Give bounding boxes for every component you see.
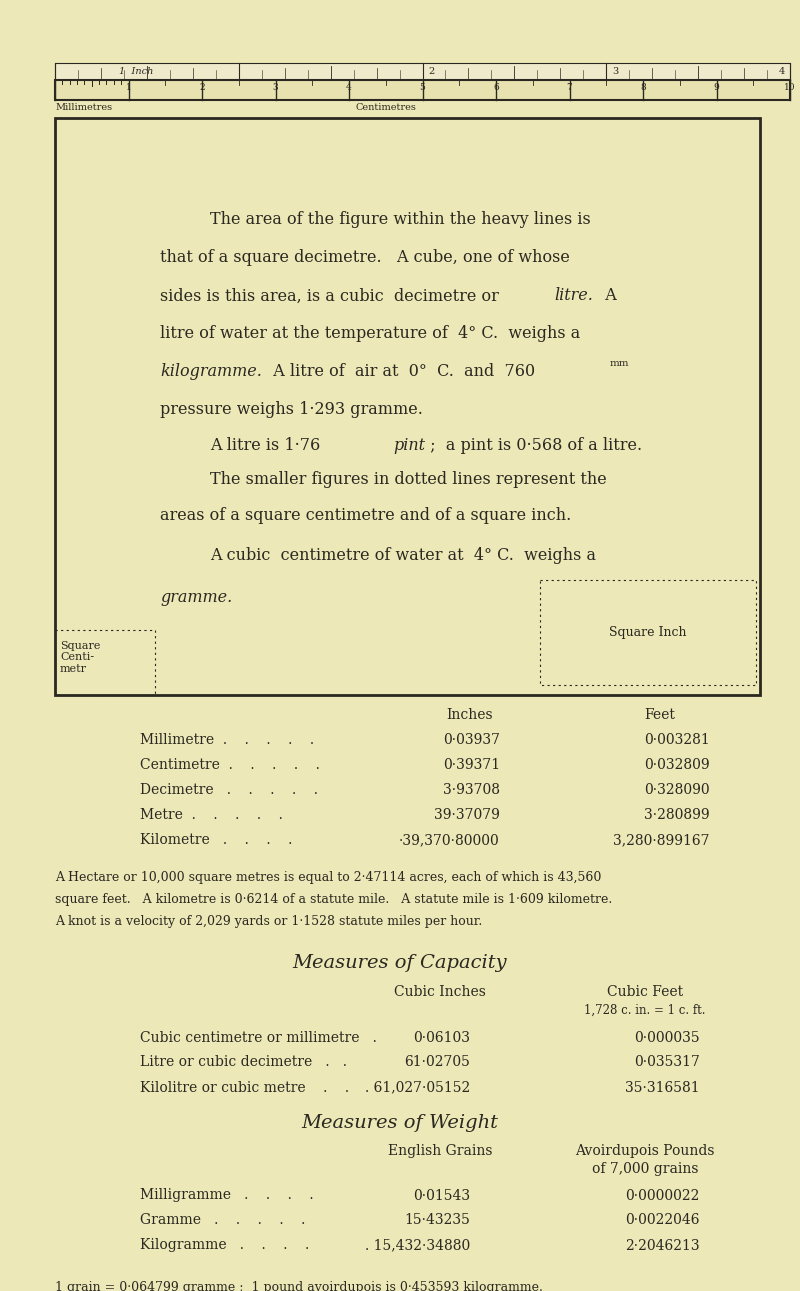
Text: litre.: litre. bbox=[554, 288, 593, 305]
Text: 1 grain = 0·064799 gramme ;  1 pound avoirdupois is 0·453593 kilogramme.: 1 grain = 0·064799 gramme ; 1 pound avoi… bbox=[55, 1282, 543, 1291]
Text: 1,728 c. in. = 1 c. ft.: 1,728 c. in. = 1 c. ft. bbox=[584, 1004, 706, 1017]
Text: 0·003281: 0·003281 bbox=[644, 733, 710, 747]
Text: 0·0022046: 0·0022046 bbox=[626, 1214, 700, 1228]
Text: A Hectare or 10,000 square metres is equal to 2·47114 acres, each of which is 43: A Hectare or 10,000 square metres is equ… bbox=[55, 871, 602, 884]
Text: Square
Centi-
metr: Square Centi- metr bbox=[60, 640, 100, 674]
Text: 1  Inch: 1 Inch bbox=[119, 67, 154, 76]
Bar bbox=[55, 630, 155, 695]
Bar bbox=[55, 80, 790, 99]
Text: ·39,370·80000: ·39,370·80000 bbox=[399, 833, 500, 847]
Text: Measures of Capacity: Measures of Capacity bbox=[293, 954, 507, 972]
Text: 0·39371: 0·39371 bbox=[443, 758, 500, 772]
Bar bbox=[540, 580, 756, 686]
Bar bbox=[55, 117, 760, 695]
Bar bbox=[55, 63, 790, 80]
Text: 6: 6 bbox=[493, 83, 499, 92]
Text: 0·0000022: 0·0000022 bbox=[626, 1189, 700, 1202]
Text: Decimetre   .    .    .    .    .: Decimetre . . . . . bbox=[140, 784, 318, 797]
Text: areas of a square centimetre and of a square inch.: areas of a square centimetre and of a sq… bbox=[160, 506, 571, 523]
Text: sides is this area, is a cubic  decimetre or: sides is this area, is a cubic decimetre… bbox=[160, 288, 504, 305]
Text: Centimetre  .    .    .    .    .: Centimetre . . . . . bbox=[140, 758, 320, 772]
Text: 0·03937: 0·03937 bbox=[443, 733, 500, 747]
Text: The smaller figures in dotted lines represent the: The smaller figures in dotted lines repr… bbox=[210, 471, 606, 488]
Text: Measures of Weight: Measures of Weight bbox=[302, 1114, 498, 1131]
Text: litre of water at the temperature of  4° C.  weighs a: litre of water at the temperature of 4° … bbox=[160, 325, 580, 342]
Text: Kilolitre or cubic metre    .    .: Kilolitre or cubic metre . . bbox=[140, 1081, 349, 1095]
Text: A: A bbox=[595, 288, 617, 305]
Text: Feet: Feet bbox=[645, 707, 675, 722]
Text: 9: 9 bbox=[714, 83, 719, 92]
Text: 1: 1 bbox=[126, 83, 131, 92]
Text: Millimetre  .    .    .    .    .: Millimetre . . . . . bbox=[140, 733, 314, 747]
Text: Metre  .    .    .    .    .: Metre . . . . . bbox=[140, 808, 283, 822]
Text: 3·280899: 3·280899 bbox=[644, 808, 710, 822]
Text: Square Inch: Square Inch bbox=[610, 626, 686, 639]
Text: 0·032809: 0·032809 bbox=[644, 758, 710, 772]
Text: 2·2046213: 2·2046213 bbox=[626, 1238, 700, 1252]
Text: 15·43235: 15·43235 bbox=[404, 1214, 470, 1228]
Text: 0·035317: 0·035317 bbox=[634, 1056, 700, 1069]
Text: kilogramme.: kilogramme. bbox=[160, 364, 262, 381]
Text: Avoirdupois Pounds: Avoirdupois Pounds bbox=[575, 1144, 714, 1158]
Text: 0·06103: 0·06103 bbox=[413, 1030, 470, 1044]
Text: A knot is a velocity of 2,029 yards or 1·1528 statute miles per hour.: A knot is a velocity of 2,029 yards or 1… bbox=[55, 915, 482, 928]
Text: pressure weighs 1·293 gramme.: pressure weighs 1·293 gramme. bbox=[160, 402, 423, 418]
Text: The area of the figure within the heavy lines is: The area of the figure within the heavy … bbox=[210, 212, 590, 229]
Text: 4: 4 bbox=[346, 83, 352, 92]
Text: 2: 2 bbox=[428, 67, 434, 76]
Text: Centimetres: Centimetres bbox=[355, 103, 416, 112]
Text: . 61,027·05152: . 61,027·05152 bbox=[365, 1081, 470, 1095]
Text: A litre of  air at  0°  C.  and  760: A litre of air at 0° C. and 760 bbox=[263, 364, 535, 381]
Text: English Grains: English Grains bbox=[388, 1144, 492, 1158]
Text: 3: 3 bbox=[612, 67, 618, 76]
Text: mm: mm bbox=[610, 359, 630, 368]
Text: gramme.: gramme. bbox=[160, 589, 232, 605]
Text: 5: 5 bbox=[419, 83, 426, 92]
Text: 3·93708: 3·93708 bbox=[443, 784, 500, 797]
Text: Gramme   .    .    .    .    .: Gramme . . . . . bbox=[140, 1214, 306, 1228]
Text: Inches: Inches bbox=[446, 707, 494, 722]
Text: 0·01543: 0·01543 bbox=[413, 1189, 470, 1202]
Text: 0·328090: 0·328090 bbox=[644, 784, 710, 797]
Text: of 7,000 grains: of 7,000 grains bbox=[592, 1162, 698, 1176]
Text: Millimetres: Millimetres bbox=[55, 103, 112, 112]
Text: Kilometre   .    .    .    .: Kilometre . . . . bbox=[140, 833, 292, 847]
Text: A litre is 1·76: A litre is 1·76 bbox=[210, 436, 326, 453]
Text: Milligramme   .    .    .    .: Milligramme . . . . bbox=[140, 1189, 314, 1202]
Text: 4: 4 bbox=[778, 67, 785, 76]
Text: square feet.   A kilometre is 0·6214 of a statute mile.   A statute mile is 1·60: square feet. A kilometre is 0·6214 of a … bbox=[55, 893, 612, 906]
Text: 10: 10 bbox=[784, 83, 796, 92]
Text: 0·000035: 0·000035 bbox=[634, 1030, 700, 1044]
Text: . 15,432·34880: . 15,432·34880 bbox=[365, 1238, 470, 1252]
Text: 2: 2 bbox=[199, 83, 205, 92]
Text: Kilogramme   .    .    .    .: Kilogramme . . . . bbox=[140, 1238, 310, 1252]
Text: Litre or cubic decimetre   .   .: Litre or cubic decimetre . . bbox=[140, 1056, 347, 1069]
Text: 35·316581: 35·316581 bbox=[626, 1081, 700, 1095]
Text: Cubic Feet: Cubic Feet bbox=[607, 985, 683, 999]
Text: ;  a pint is 0·568 of a litre.: ; a pint is 0·568 of a litre. bbox=[425, 436, 642, 453]
Text: pint: pint bbox=[393, 436, 425, 453]
Text: 8: 8 bbox=[640, 83, 646, 92]
Text: 3: 3 bbox=[273, 83, 278, 92]
Text: that of a square decimetre.   A cube, one of whose: that of a square decimetre. A cube, one … bbox=[160, 249, 570, 266]
Text: Cubic centimetre or millimetre   .: Cubic centimetre or millimetre . bbox=[140, 1030, 377, 1044]
Text: Cubic Inches: Cubic Inches bbox=[394, 985, 486, 999]
Text: 39·37079: 39·37079 bbox=[434, 808, 500, 822]
Text: A cubic  centimetre of water at  4° C.  weighs a: A cubic centimetre of water at 4° C. wei… bbox=[210, 546, 596, 563]
Text: 3,280·899167: 3,280·899167 bbox=[614, 833, 710, 847]
Text: 61·02705: 61·02705 bbox=[404, 1056, 470, 1069]
Text: 7: 7 bbox=[566, 83, 572, 92]
